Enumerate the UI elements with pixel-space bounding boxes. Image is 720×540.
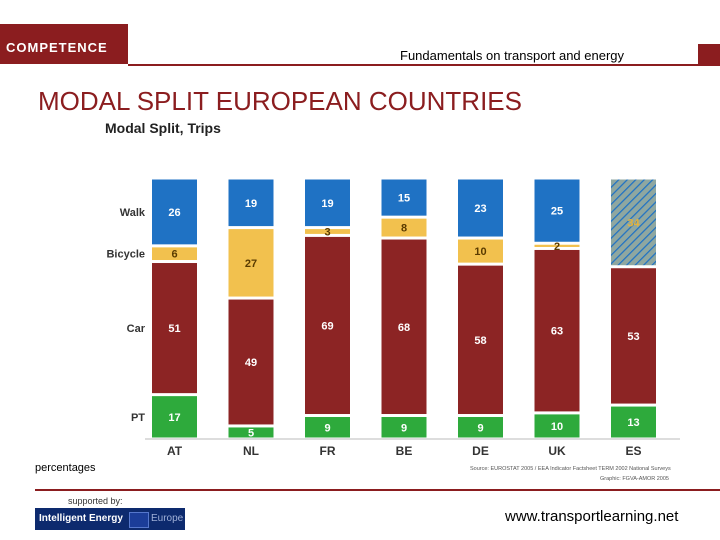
percentages-label: percentages <box>35 462 96 474</box>
bar-UK-pt <box>534 414 580 438</box>
bar-FR-pt <box>305 417 350 438</box>
bar-DE-car <box>458 265 503 415</box>
graphic-note: Graphic: FGVA-AMOR 2005 <box>600 476 669 482</box>
bar-FR-car <box>305 236 350 415</box>
bar-BE-bicycle <box>381 218 427 237</box>
ie-europe-text: Europe <box>151 513 184 524</box>
data-label-AT-pt: 17 <box>168 412 180 424</box>
bar-UK-bicycle <box>534 244 580 247</box>
bar-DE-walk <box>458 179 503 237</box>
bar-UK-walk <box>534 179 580 242</box>
data-label-DE-pt: 9 <box>477 422 483 434</box>
bar-DE-bicycle <box>458 239 503 263</box>
bar-BE-pt <box>381 417 427 438</box>
data-label-BE-pt: 9 <box>401 422 407 434</box>
bar-ES-pt <box>611 406 656 438</box>
bar-AT-car <box>152 263 197 394</box>
bar-NL-bicycle <box>228 229 274 297</box>
bar-AT-pt <box>152 396 197 438</box>
logo-box <box>0 24 128 64</box>
data-label-DE-car: 58 <box>474 335 486 347</box>
legend-bicycle: Bicycle <box>106 249 145 261</box>
bar-ES-car <box>611 268 656 404</box>
data-label-ES-pt: 13 <box>627 417 639 429</box>
chart-title: Modal Split, Trips <box>105 120 221 136</box>
data-label-DE-walk: 23 <box>474 203 486 215</box>
bar-AT-walk <box>152 179 197 245</box>
data-label-ES-car: 53 <box>627 331 639 343</box>
data-label-BE-walk: 15 <box>398 193 410 205</box>
header-rule <box>128 64 720 66</box>
eu-flag-icon <box>129 512 149 528</box>
data-label-FR-bicycle: 3 <box>324 227 330 239</box>
data-label-BE-bicycle: 8 <box>401 223 407 235</box>
bar-BE-car <box>381 239 427 415</box>
data-label-FR-walk: 19 <box>321 198 333 210</box>
website-link[interactable]: www.transportlearning.net <box>505 508 679 525</box>
supported-by-label: supported by: <box>68 496 123 506</box>
x-tick-nl: NL <box>243 444 259 458</box>
page-title: MODAL SPLIT EUROPEAN COUNTRIES <box>38 86 522 116</box>
legend-pt: PT <box>131 412 145 424</box>
data-label-BE-car: 68 <box>398 322 410 334</box>
data-label-UK-pt: 10 <box>551 421 563 433</box>
bar-DE-pt <box>458 417 503 438</box>
data-label-NL-walk: 19 <box>245 198 257 210</box>
data-label-FR-car: 69 <box>321 320 333 332</box>
bar-FR-bicycle <box>305 229 350 234</box>
data-label-AT-car: 51 <box>168 323 180 335</box>
data-label-NL-car: 49 <box>245 357 257 369</box>
data-label-NL-pt: 5 <box>248 427 254 439</box>
bar-NL-walk <box>228 179 274 227</box>
header-corner-block <box>698 44 720 66</box>
x-tick-es: ES <box>625 444 641 458</box>
source-note: Source: EUROSTAT 2005 / EEA Indicator Fa… <box>470 466 671 472</box>
intelligent-energy-logo[interactable]: Intelligent Energy Europe <box>35 508 185 530</box>
data-label-FR-pt: 9 <box>324 422 330 434</box>
competence-logo: COMPETENCE <box>6 40 108 55</box>
bar-BE-walk <box>381 179 427 216</box>
x-tick-uk: UK <box>548 444 566 458</box>
data-label-AT-walk: 26 <box>168 207 180 219</box>
data-label-NL-bicycle: 27 <box>245 258 257 270</box>
footer-rule <box>35 489 720 491</box>
ie-logo-text: Intelligent Energy <box>39 513 123 524</box>
data-label-UK-bicycle: 2 <box>554 241 560 253</box>
data-label-UK-car: 63 <box>551 326 563 338</box>
bar-AT-bicycle <box>152 247 197 261</box>
bar-NL-pt <box>228 427 274 438</box>
bar-FR-walk <box>305 179 350 227</box>
header-subtitle: Fundamentals on transport and energy <box>400 48 625 63</box>
data-label-UK-walk: 25 <box>551 206 563 218</box>
bar-UK-car <box>534 249 580 412</box>
data-label-AT-bicycle: 6 <box>171 249 177 261</box>
data-label-ES-walk: 34 <box>627 217 640 229</box>
legend-car: Car <box>127 323 146 335</box>
bar-NL-car <box>228 299 274 425</box>
x-tick-de: DE <box>472 444 489 458</box>
data-label-DE-bicycle: 10 <box>474 246 486 258</box>
x-tick-at: AT <box>167 444 183 458</box>
x-tick-fr: FR <box>320 444 336 458</box>
x-tick-be: BE <box>396 444 413 458</box>
bar-ES-walk <box>611 179 656 266</box>
legend-walk: Walk <box>120 207 146 219</box>
